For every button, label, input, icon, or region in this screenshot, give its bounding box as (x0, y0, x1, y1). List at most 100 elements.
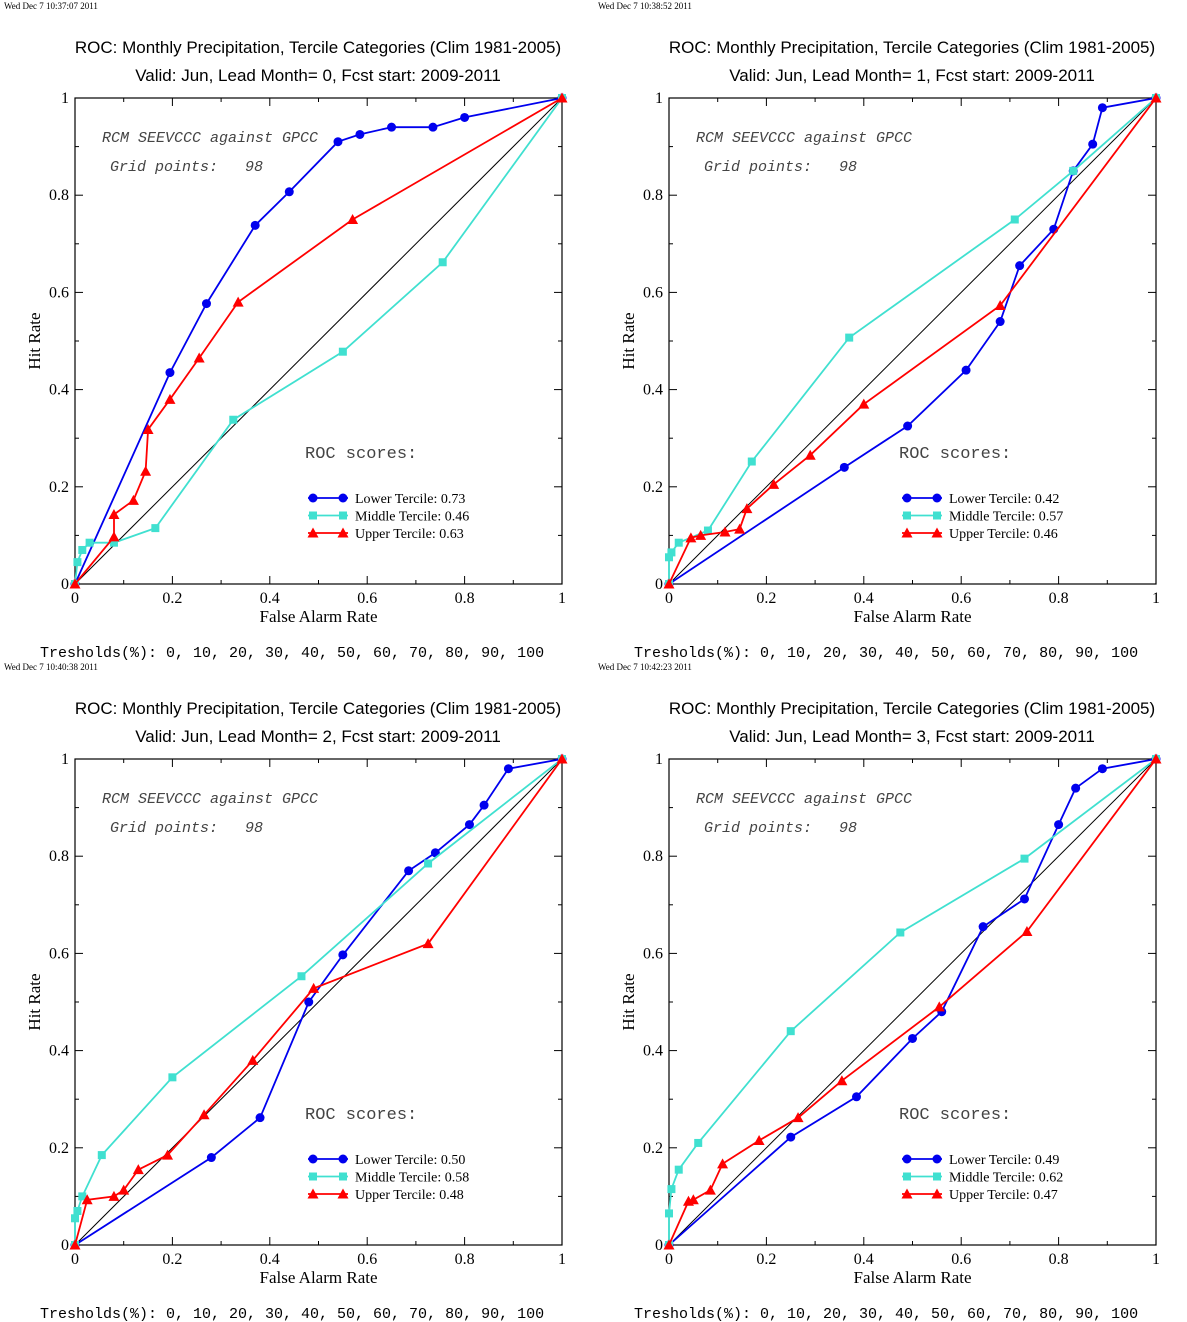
legend-entry-lower: Lower Tercile: 0.42 (949, 492, 1059, 507)
y-tick-label: 0.8 (49, 187, 69, 204)
chart-subtitle: Valid: Jun, Lead Month= 3, Fcst start: 2… (729, 727, 1095, 746)
data-point-lower (284, 187, 294, 197)
legend-marker-lower (932, 493, 942, 503)
data-point-lower (839, 462, 849, 472)
y-tick-label: 0.8 (643, 848, 663, 865)
x-tick-label: 0.8 (1049, 1251, 1069, 1268)
data-point-middle (78, 545, 87, 554)
legend-marker-middle (903, 1172, 911, 1181)
roc-scores-label: ROC scores: (899, 445, 1011, 464)
data-point-lower (333, 137, 343, 147)
thresholds-caption: Tresholds(%): 0, 10, 20, 30, 40, 50, 60,… (634, 1306, 1138, 1322)
roc-scores-label: ROC scores: (305, 445, 417, 464)
data-point-middle (168, 1073, 177, 1082)
data-point-upper (347, 214, 359, 224)
data-point-middle (73, 558, 82, 567)
y-tick-label: 0.4 (643, 1043, 663, 1060)
x-tick-label: 0.6 (951, 590, 971, 607)
legend-marker-lower (932, 1154, 942, 1164)
annotation-grid-points: Grid points: 98 (110, 820, 263, 837)
data-point-upper (108, 1190, 120, 1201)
x-tick-label: 0 (71, 1251, 79, 1268)
diagonal-reference-line (74, 97, 563, 585)
x-tick-label: 0.4 (854, 1251, 874, 1268)
data-point-lower (1020, 894, 1030, 904)
data-point-middle (78, 1192, 87, 1201)
legend-entry-lower: Lower Tercile: 0.49 (949, 1153, 1059, 1168)
legend-marker-upper (931, 527, 943, 538)
y-tick-label: 0.8 (49, 848, 69, 865)
data-point-upper (308, 982, 320, 993)
x-tick-label: 1 (1152, 590, 1160, 607)
data-point-lower (1097, 764, 1107, 774)
legend-marker-middle (339, 1172, 347, 1181)
data-point-middle (424, 859, 433, 868)
data-point-upper (734, 523, 746, 534)
data-point-lower (304, 997, 314, 1007)
data-point-upper (695, 529, 707, 540)
x-tick-label: 0.6 (357, 590, 377, 607)
chart-subtitle: Valid: Jun, Lead Month= 1, Fcst start: 2… (729, 66, 1095, 85)
legend-marker-middle (309, 1172, 317, 1181)
y-tick-label: 0.2 (49, 479, 69, 496)
legend-marker-upper (901, 527, 913, 538)
timestamp: Wed Dec 7 10:37:07 2011 (4, 1, 98, 11)
y-tick-label: 0.6 (643, 284, 663, 301)
legend-entry-middle: Middle Tercile: 0.46 (355, 510, 469, 525)
x-tick-label: 1 (558, 590, 566, 607)
y-tick-label: 0 (61, 1237, 69, 1254)
roc-chart-svg: Wed Dec 7 10:38:52 2011 ROC: Monthly Prec… (598, 1, 1162, 661)
series-line-middle (74, 97, 563, 585)
legend-marker-lower (338, 493, 348, 503)
data-point-upper (556, 92, 568, 103)
diagonal-reference-line (668, 97, 1157, 585)
data-point-lower (1071, 783, 1081, 793)
legend-entry-middle: Middle Tercile: 0.57 (949, 510, 1063, 525)
x-tick-label: 0 (71, 590, 79, 607)
data-point-upper (933, 1001, 945, 1012)
data-point-lower (479, 800, 489, 810)
legend-marker-lower (338, 1154, 348, 1164)
data-point-middle (338, 347, 347, 356)
annotation-model: RCM SEEVCCC against GPCC (102, 791, 318, 808)
data-point-upper (719, 526, 731, 537)
data-point-upper (704, 1184, 716, 1195)
y-tick-label: 0.6 (643, 945, 663, 962)
data-point-upper (717, 1158, 729, 1169)
x-tick-label: 0.4 (260, 1251, 280, 1268)
legend-marker-middle (933, 1172, 941, 1181)
chart-title: ROC: Monthly Precipitation, Tercile Cate… (669, 38, 1155, 57)
x-tick-label: 0.4 (260, 590, 280, 607)
x-tick-label: 0.8 (1049, 590, 1069, 607)
y-axis-label: Hit Rate (25, 973, 44, 1030)
data-point-upper (768, 478, 780, 489)
thresholds-caption: Tresholds(%): 0, 10, 20, 30, 40, 50, 60,… (40, 645, 544, 661)
x-tick-label: 0.6 (357, 1251, 377, 1268)
data-point-middle (665, 553, 673, 562)
data-point-middle (297, 972, 306, 981)
y-axis-label: Hit Rate (25, 312, 44, 369)
data-point-lower (961, 365, 971, 375)
data-point-middle (786, 1027, 795, 1036)
legend-marker-lower (902, 493, 912, 503)
y-tick-label: 0.2 (49, 1140, 69, 1157)
y-tick-label: 0.2 (643, 1140, 663, 1157)
data-point-lower (464, 820, 474, 830)
roc-chart-svg: Wed Dec 7 10:40:38 2011 ROC: Monthly Prec… (4, 662, 568, 1322)
data-point-middle (85, 538, 94, 547)
data-point-lower (404, 866, 414, 876)
data-point-upper (687, 1194, 699, 1205)
data-point-upper (858, 398, 870, 409)
x-tick-label: 0.8 (455, 590, 475, 607)
data-point-middle (667, 1185, 676, 1194)
roc-scores-label: ROC scores: (305, 1106, 417, 1125)
annotation-grid-points: Grid points: 98 (704, 820, 857, 837)
data-point-lower (503, 764, 513, 774)
x-tick-label: 0.2 (162, 590, 182, 607)
data-point-lower (428, 122, 438, 132)
data-point-upper (836, 1075, 848, 1086)
y-tick-label: 0.4 (49, 382, 69, 399)
chart-title: ROC: Monthly Precipitation, Tercile Cate… (75, 699, 561, 718)
data-point-upper (162, 1149, 174, 1160)
data-point-upper (132, 1164, 144, 1175)
